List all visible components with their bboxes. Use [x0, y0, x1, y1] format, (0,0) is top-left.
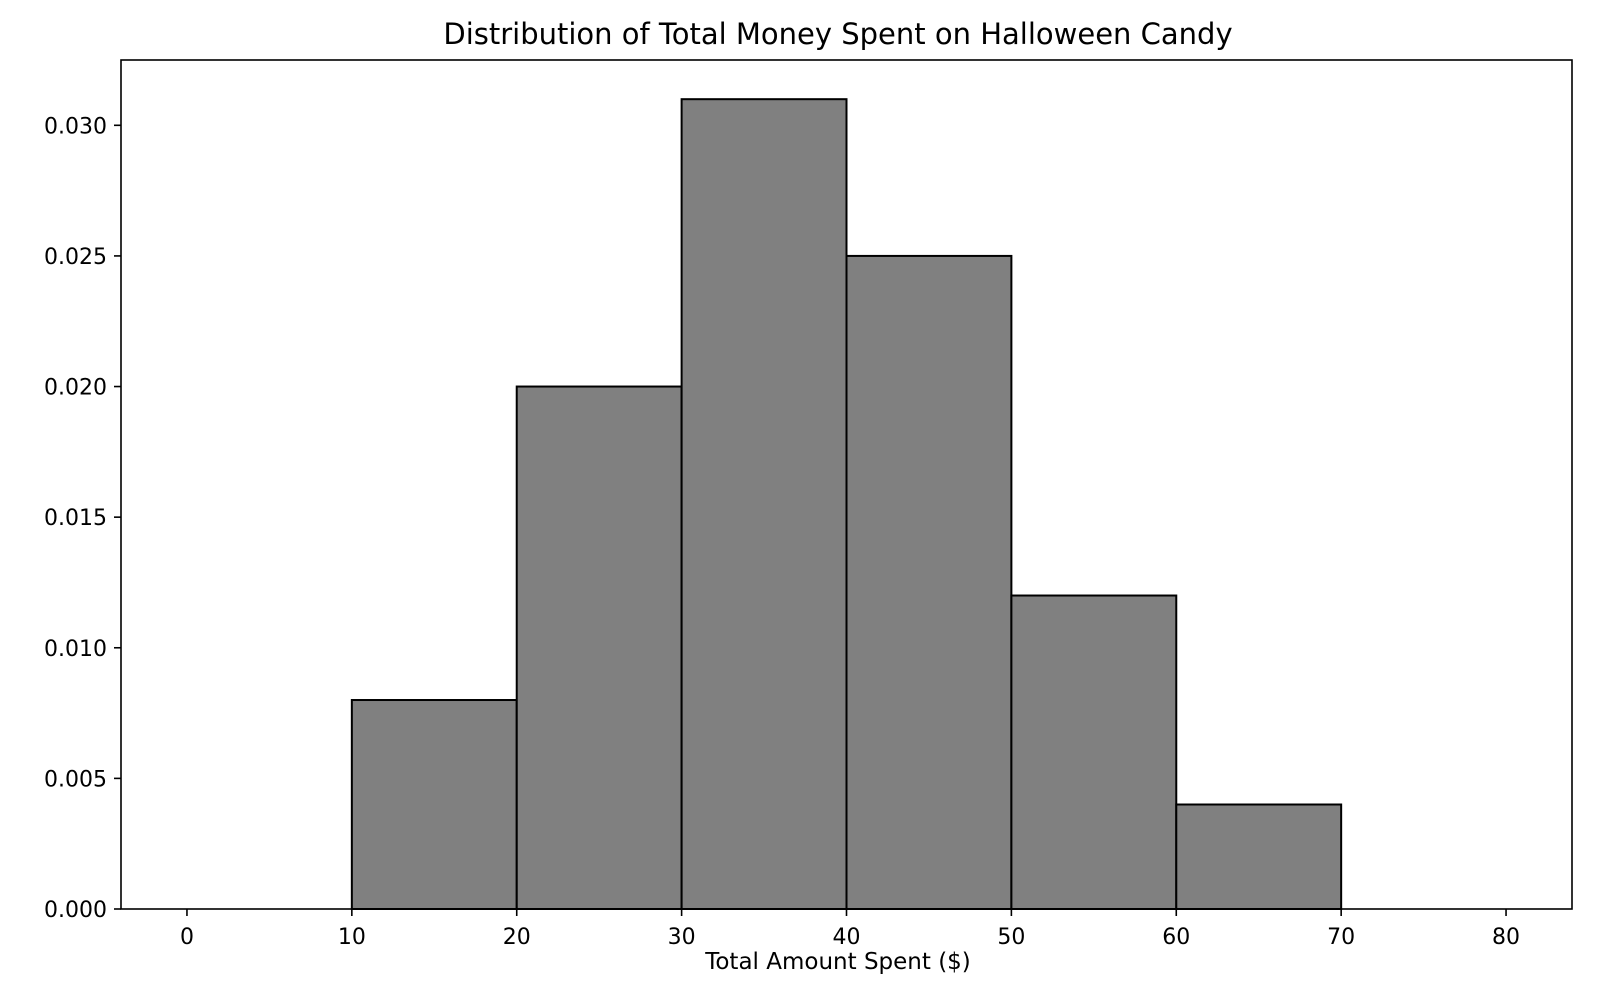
y-tick-label: 0.010 [44, 637, 107, 662]
x-tick-label: 70 [1327, 925, 1355, 950]
histogram-bar [350, 699, 518, 910]
histogram-bar [1010, 594, 1178, 910]
y-tick-label: 0.030 [44, 114, 107, 139]
y-tick-label: 0.015 [44, 506, 107, 531]
y-tick-label: 0.025 [44, 245, 107, 270]
x-axis-label: Total Amount Spent ($) [704, 949, 971, 975]
histogram-bar [680, 98, 848, 910]
y-tick-label: 0.020 [44, 376, 107, 401]
x-tick-label: 30 [668, 925, 696, 950]
x-tick-label: 20 [503, 925, 531, 950]
y-tick-label: 0.005 [44, 767, 107, 792]
chart-title: Distribution of Total Money Spent on Hal… [443, 17, 1232, 51]
x-tick-label: 0 [180, 925, 194, 950]
histogram-bar [515, 385, 683, 910]
histogram-bar [845, 254, 1013, 910]
histogram-bar [1175, 803, 1343, 910]
y-axis: 0.000 0.005 0.010 0.015 0.020 0.025 0.030 [44, 114, 121, 923]
x-tick-label: 10 [338, 925, 366, 950]
bars-layer [350, 98, 1343, 910]
x-axis: 0 10 20 30 40 50 60 70 80 [180, 909, 1520, 950]
x-tick-label: 50 [997, 925, 1025, 950]
y-tick-label: 0.000 [44, 898, 107, 923]
x-tick-label: 40 [833, 925, 861, 950]
x-tick-label: 60 [1162, 925, 1190, 950]
x-tick-label: 80 [1492, 925, 1520, 950]
